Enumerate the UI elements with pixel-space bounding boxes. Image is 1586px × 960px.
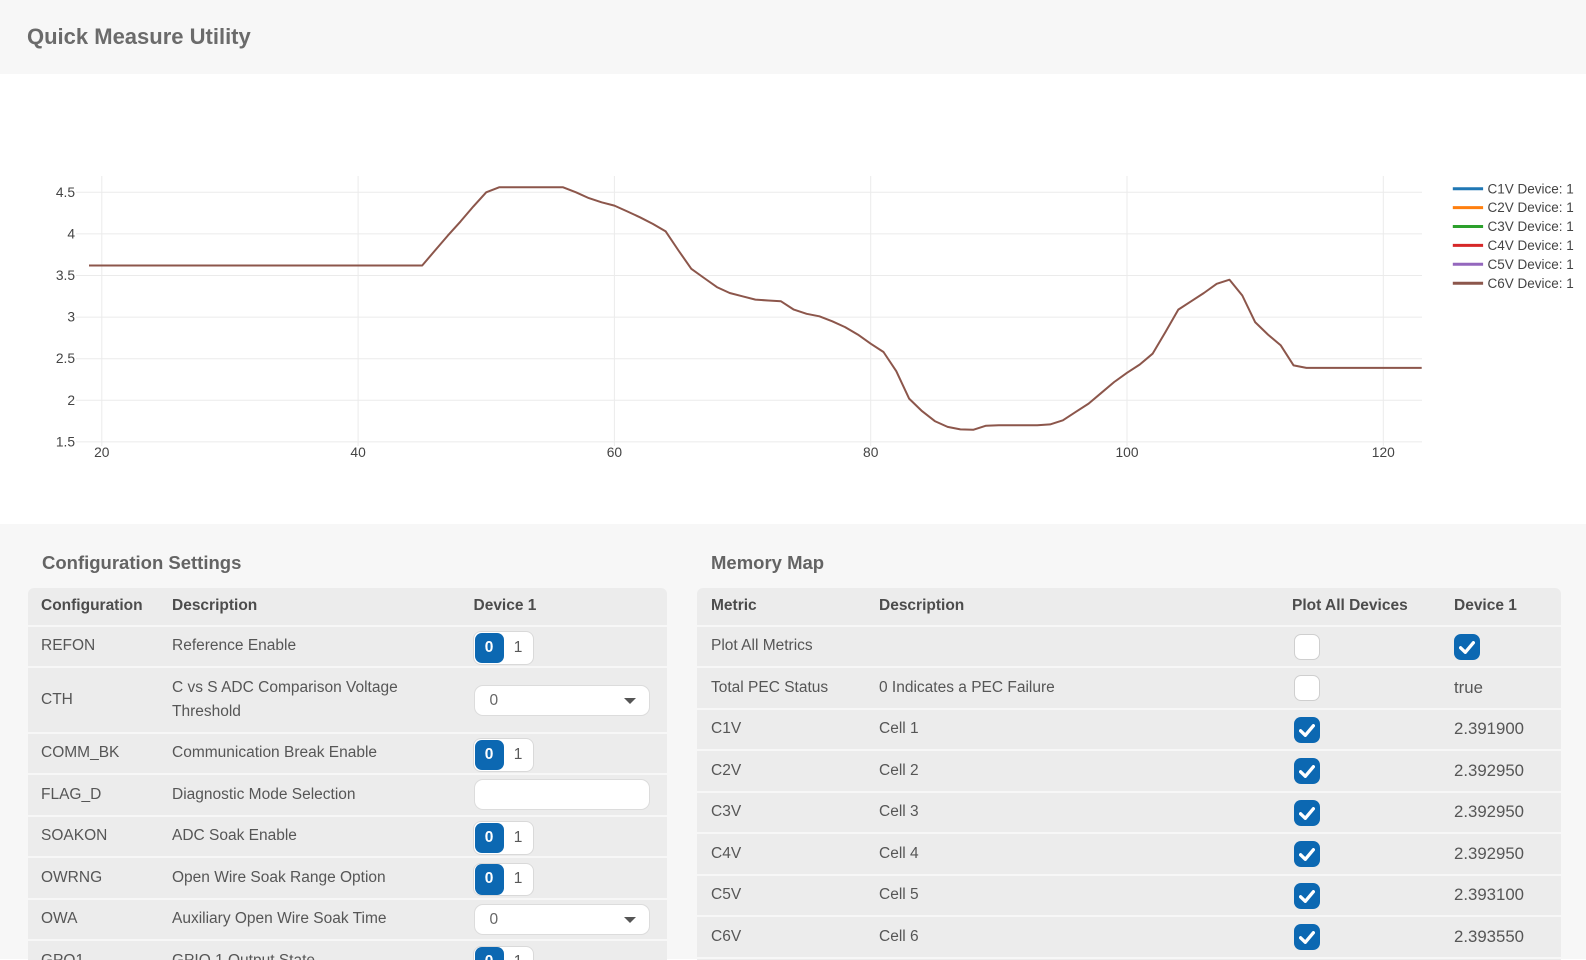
- svg-text:C3V Device: 1: C3V Device: 1: [1488, 219, 1574, 234]
- svg-text:60: 60: [607, 445, 623, 460]
- svg-text:100: 100: [1115, 445, 1138, 460]
- svg-text:40: 40: [350, 445, 366, 460]
- svg-text:120: 120: [1372, 445, 1395, 460]
- svg-text:1.5: 1.5: [56, 434, 76, 449]
- svg-text:20: 20: [94, 445, 110, 460]
- svg-text:4: 4: [67, 226, 75, 241]
- svg-text:C2V Device: 1: C2V Device: 1: [1488, 200, 1574, 215]
- svg-text:2.5: 2.5: [56, 351, 76, 366]
- svg-text:C4V Device: 1: C4V Device: 1: [1488, 238, 1574, 253]
- svg-text:80: 80: [863, 445, 879, 460]
- svg-text:C1V Device: 1: C1V Device: 1: [1488, 181, 1574, 196]
- svg-text:C6V Device: 1: C6V Device: 1: [1488, 276, 1574, 291]
- svg-text:3: 3: [67, 310, 75, 325]
- svg-text:3.5: 3.5: [56, 268, 76, 283]
- svg-text:4.5: 4.5: [56, 185, 76, 200]
- svg-text:2: 2: [67, 393, 75, 408]
- svg-text:C5V Device: 1: C5V Device: 1: [1488, 257, 1574, 272]
